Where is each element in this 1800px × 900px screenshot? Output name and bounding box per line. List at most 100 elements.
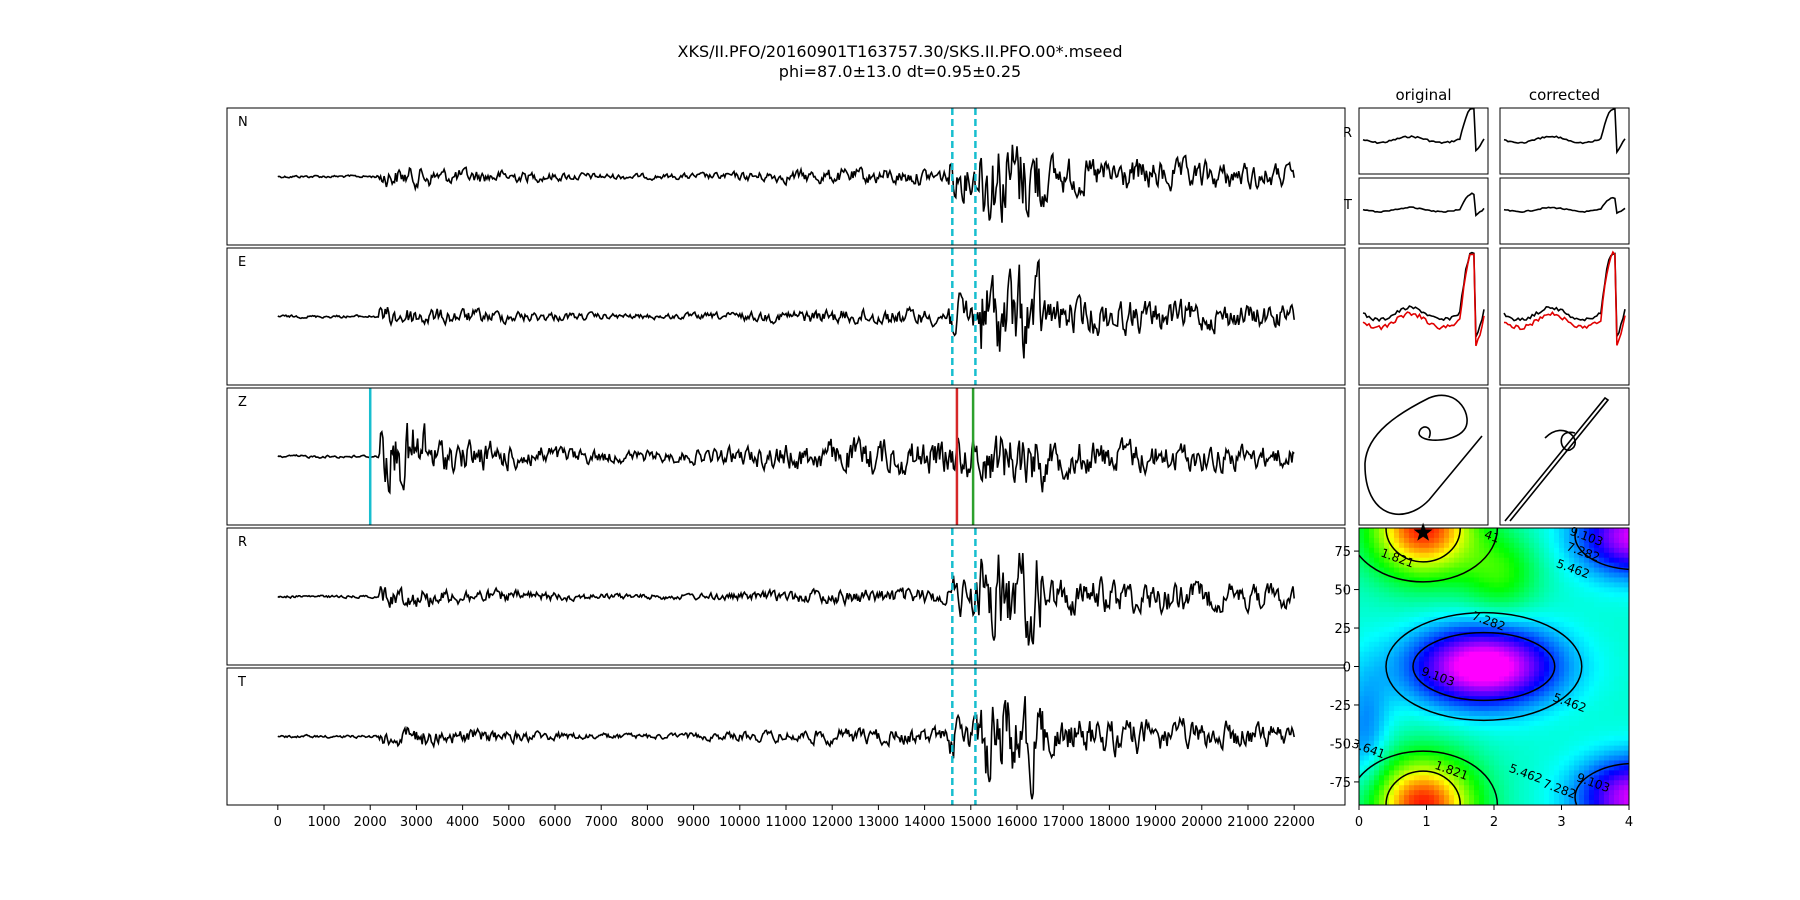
heatmap-cell <box>1399 770 1405 776</box>
heatmap-cell <box>1379 770 1385 776</box>
heatmap-cell <box>1444 572 1450 579</box>
heatmap-cell <box>1444 537 1450 544</box>
heatmap-cell <box>1464 577 1470 584</box>
heatmap-cell <box>1449 720 1455 727</box>
heatmap-cell <box>1499 602 1505 608</box>
heatmap-cell <box>1609 557 1615 564</box>
heatmap-cell <box>1454 795 1460 801</box>
heatmap-cell <box>1579 760 1585 767</box>
heatmap-cell <box>1594 542 1600 549</box>
heatmap-cell <box>1464 542 1470 549</box>
heatmap-cell <box>1554 760 1560 767</box>
heatmap-cell <box>1619 740 1625 747</box>
heatmap-cell <box>1489 602 1495 608</box>
heatmap-cell <box>1499 720 1505 727</box>
heatmap-cell <box>1569 725 1575 732</box>
heatmap-cell <box>1604 656 1610 663</box>
heatmap-cell <box>1579 790 1585 796</box>
heatmap-cell <box>1389 592 1395 598</box>
heatmap-cell <box>1579 607 1585 613</box>
heatmap-cell <box>1384 542 1390 549</box>
heatmap-cell <box>1484 706 1490 712</box>
heatmap-cell <box>1479 770 1485 776</box>
heatmap-cell <box>1524 547 1530 554</box>
heatmap-cell <box>1464 775 1470 781</box>
heatmap-cell <box>1424 715 1430 722</box>
heatmap-cell <box>1399 681 1405 687</box>
heatmap-cell <box>1529 661 1535 668</box>
heatmap-cell <box>1534 720 1540 727</box>
heatmap-cell <box>1584 612 1590 618</box>
heatmap-cell <box>1564 780 1570 786</box>
hm-x-tick-label: 1 <box>1422 815 1430 830</box>
heatmap-cell <box>1474 760 1480 767</box>
heatmap-cell <box>1564 720 1570 727</box>
trace-r <box>277 552 1295 646</box>
heatmap-cell <box>1399 597 1405 603</box>
heatmap-cell <box>1434 730 1440 737</box>
heatmap-cell <box>1529 706 1535 712</box>
heatmap-cell <box>1569 636 1575 643</box>
heatmap-cell <box>1389 701 1395 707</box>
heatmap-cell <box>1424 770 1430 776</box>
heatmap-cell <box>1404 631 1410 638</box>
heatmap-cell <box>1369 686 1375 692</box>
heatmap-cell <box>1379 542 1385 549</box>
heatmap-cell <box>1519 636 1525 643</box>
heatmap-cell <box>1424 785 1430 791</box>
heatmap-cell <box>1434 567 1440 574</box>
heatmap-cell <box>1604 602 1610 608</box>
heatmap-cell <box>1384 617 1390 623</box>
heatmap-cell <box>1569 547 1575 554</box>
heatmap-cell <box>1499 775 1505 781</box>
x-tick-label: 3000 <box>400 815 433 830</box>
heatmap-cell <box>1539 720 1545 727</box>
heatmap-cell <box>1614 765 1620 771</box>
heatmap-cell <box>1569 577 1575 584</box>
heatmap-cell <box>1539 800 1545 805</box>
heatmap-cell <box>1449 760 1455 767</box>
heatmap-cell <box>1584 582 1590 588</box>
heatmap-cell <box>1524 582 1530 588</box>
heatmap-cell <box>1429 577 1435 584</box>
heatmap-cell <box>1514 528 1520 534</box>
heatmap-cell <box>1594 651 1600 658</box>
heatmap-cell <box>1399 725 1405 732</box>
heatmap-cell <box>1489 720 1495 727</box>
heatmap-cell <box>1599 547 1605 554</box>
heatmap-cell <box>1474 631 1480 638</box>
heatmap-cell <box>1624 780 1629 786</box>
heatmap-cell <box>1619 790 1625 796</box>
heatmap-cell <box>1624 542 1629 549</box>
heatmap-cell <box>1609 780 1615 786</box>
heatmap-cell <box>1419 552 1425 559</box>
heatmap-cell <box>1524 621 1530 628</box>
heatmap-cell <box>1364 557 1370 564</box>
heatmap-cell <box>1544 785 1550 791</box>
heatmap-cell <box>1454 720 1460 727</box>
heatmap-cell <box>1389 715 1395 722</box>
heatmap-cell <box>1579 587 1585 593</box>
heatmap-cell <box>1364 607 1370 613</box>
heatmap-cell <box>1529 532 1535 539</box>
heatmap-cell <box>1494 612 1500 618</box>
heatmap-cell <box>1569 681 1575 687</box>
heatmap-cell <box>1619 646 1625 653</box>
heatmap-cell <box>1469 552 1475 559</box>
heatmap-cell <box>1579 681 1585 687</box>
heatmap-cell <box>1469 528 1475 534</box>
heatmap-cell <box>1449 621 1455 628</box>
heatmap-cell <box>1594 661 1600 668</box>
heatmap-cell <box>1614 666 1620 673</box>
heatmap-cell <box>1614 562 1620 569</box>
heatmap-cell <box>1414 740 1420 747</box>
heatmap-cell <box>1549 706 1555 712</box>
heatmap-cell <box>1369 740 1375 747</box>
heatmap-cell <box>1444 661 1450 668</box>
x-tick-label: 21000 <box>1227 815 1268 830</box>
heatmap-cell <box>1589 681 1595 687</box>
heatmap-cell <box>1619 537 1625 544</box>
heatmap-cell <box>1409 552 1415 559</box>
heatmap-cell <box>1604 706 1610 712</box>
heatmap-cell <box>1569 646 1575 653</box>
